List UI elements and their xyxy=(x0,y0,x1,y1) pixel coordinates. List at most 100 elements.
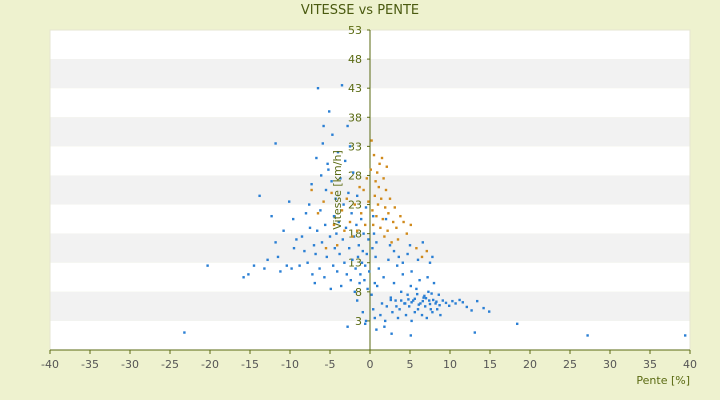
data-point-blue xyxy=(310,182,313,186)
data-point-blue xyxy=(351,258,354,262)
data-point-blue xyxy=(328,110,331,113)
data-point-blue xyxy=(434,302,437,305)
data-point-blue xyxy=(397,255,400,259)
data-point-blue xyxy=(384,319,387,323)
data-point-orange xyxy=(374,180,377,183)
data-point-blue xyxy=(419,302,422,305)
data-point-blue xyxy=(279,270,282,273)
data-point-blue xyxy=(346,124,349,128)
data-point-orange xyxy=(383,235,386,238)
data-point-orange xyxy=(387,212,390,215)
data-point-orange xyxy=(324,246,328,250)
data-point-orange xyxy=(367,200,370,203)
data-point-blue xyxy=(421,299,424,303)
x-tick-label: 15 xyxy=(483,358,497,371)
data-point-orange xyxy=(330,191,333,195)
data-point-orange xyxy=(384,206,387,209)
data-point-blue xyxy=(326,162,329,166)
data-point-blue xyxy=(354,267,357,270)
data-point-orange xyxy=(376,203,380,206)
x-tick-label: -5 xyxy=(325,358,336,371)
data-point-blue xyxy=(270,214,273,218)
data-point-blue xyxy=(431,255,434,259)
data-point-blue xyxy=(391,310,394,314)
data-point-blue xyxy=(586,334,589,337)
data-point-blue xyxy=(327,168,330,171)
data-point-blue xyxy=(413,297,416,300)
data-point-orange xyxy=(369,168,372,171)
data-point-blue xyxy=(436,308,439,311)
data-point-blue xyxy=(373,281,376,285)
y-tick-label: 28 xyxy=(348,169,362,182)
x-tick-label: 30 xyxy=(603,358,617,371)
data-point-blue xyxy=(400,299,403,302)
data-point-blue xyxy=(379,313,382,317)
y-tick-label: 53 xyxy=(348,24,362,37)
data-point-orange xyxy=(336,244,339,247)
data-point-blue xyxy=(380,302,384,305)
data-point-blue xyxy=(318,267,321,270)
data-point-blue xyxy=(418,278,421,282)
y-tick-labels: 38131823283338434853 xyxy=(348,24,362,328)
data-point-orange xyxy=(405,232,408,235)
data-point-blue xyxy=(206,264,209,267)
data-point-blue xyxy=(348,145,352,148)
data-point-blue xyxy=(404,302,407,305)
data-point-blue xyxy=(359,273,362,276)
data-point-blue xyxy=(360,261,364,264)
data-point-blue xyxy=(383,325,386,328)
data-point-blue xyxy=(413,310,416,314)
data-point-orange xyxy=(364,223,367,227)
data-point-orange xyxy=(415,246,418,250)
data-point-blue xyxy=(343,261,346,264)
data-point-blue xyxy=(303,249,306,253)
x-tick-label: -25 xyxy=(161,358,179,371)
data-point-blue xyxy=(366,287,369,291)
data-point-blue xyxy=(350,212,353,215)
data-point-orange xyxy=(378,162,381,166)
data-point-blue xyxy=(461,301,464,304)
data-point-blue xyxy=(346,325,349,328)
data-point-blue xyxy=(348,246,351,250)
data-point-blue xyxy=(389,296,392,299)
data-point-blue xyxy=(364,206,368,209)
data-point-blue xyxy=(364,322,367,326)
data-point-blue xyxy=(316,229,319,232)
data-point-blue xyxy=(431,310,434,314)
data-point-orange xyxy=(351,235,354,238)
data-point-blue xyxy=(328,235,332,238)
data-point-blue xyxy=(398,308,401,311)
data-point-blue xyxy=(374,255,377,259)
data-point-blue xyxy=(357,244,360,247)
data-point-orange xyxy=(322,200,325,203)
data-point-orange xyxy=(370,139,373,142)
data-point-blue xyxy=(392,281,396,285)
data-point-blue xyxy=(401,261,404,264)
data-point-blue xyxy=(423,294,426,298)
data-point-blue xyxy=(338,252,341,256)
data-point-orange xyxy=(343,229,346,232)
data-point-blue xyxy=(454,302,457,305)
data-point-blue xyxy=(476,299,479,303)
data-point-blue xyxy=(482,306,485,310)
data-point-blue xyxy=(376,284,379,288)
data-point-orange xyxy=(365,177,368,180)
data-point-blue xyxy=(401,273,404,276)
data-point-blue xyxy=(330,180,333,183)
y-tick-label: 43 xyxy=(348,82,362,95)
data-point-orange xyxy=(362,188,365,192)
data-point-blue xyxy=(322,124,325,128)
data-point-blue xyxy=(367,238,370,241)
data-point-blue xyxy=(441,299,444,302)
data-point-blue xyxy=(392,249,396,253)
data-point-blue xyxy=(416,308,420,311)
data-point-blue xyxy=(242,276,245,279)
data-point-blue xyxy=(340,84,344,87)
data-point-blue xyxy=(313,281,316,285)
data-point-blue xyxy=(336,270,339,273)
data-point-blue xyxy=(470,309,473,312)
data-point-blue xyxy=(448,304,451,307)
data-point-blue xyxy=(430,292,433,295)
data-point-blue xyxy=(362,232,365,235)
